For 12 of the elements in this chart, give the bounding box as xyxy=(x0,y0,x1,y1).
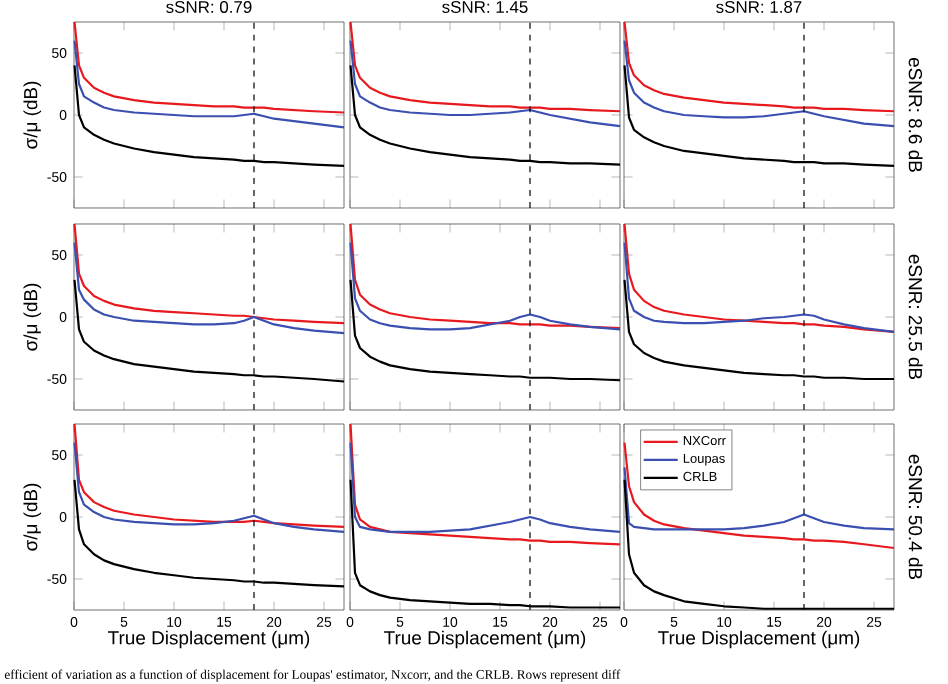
text: eSNR: 50.4 dB xyxy=(908,454,923,580)
chart-title: sSNR: 1.45 xyxy=(442,0,528,13)
chart-title: sSNR: 1.87 xyxy=(716,0,802,13)
text: eSNR: 25.5 dB xyxy=(908,254,923,380)
y-axis-title: σ/μ (dB) xyxy=(23,483,42,551)
y-axis-title: σ/μ (dB) xyxy=(23,81,42,149)
x-axis-title: True Displacement (μm) xyxy=(384,630,586,649)
text: eSNR: 8.6 dB xyxy=(908,57,923,172)
chart-title: sSNR: 0.79 xyxy=(166,0,252,13)
x-axis-title: True Displacement (μm) xyxy=(658,630,860,649)
y-axis-title: σ/μ (dB) xyxy=(23,283,42,351)
x-axis-title: True Displacement (μm) xyxy=(108,630,310,649)
